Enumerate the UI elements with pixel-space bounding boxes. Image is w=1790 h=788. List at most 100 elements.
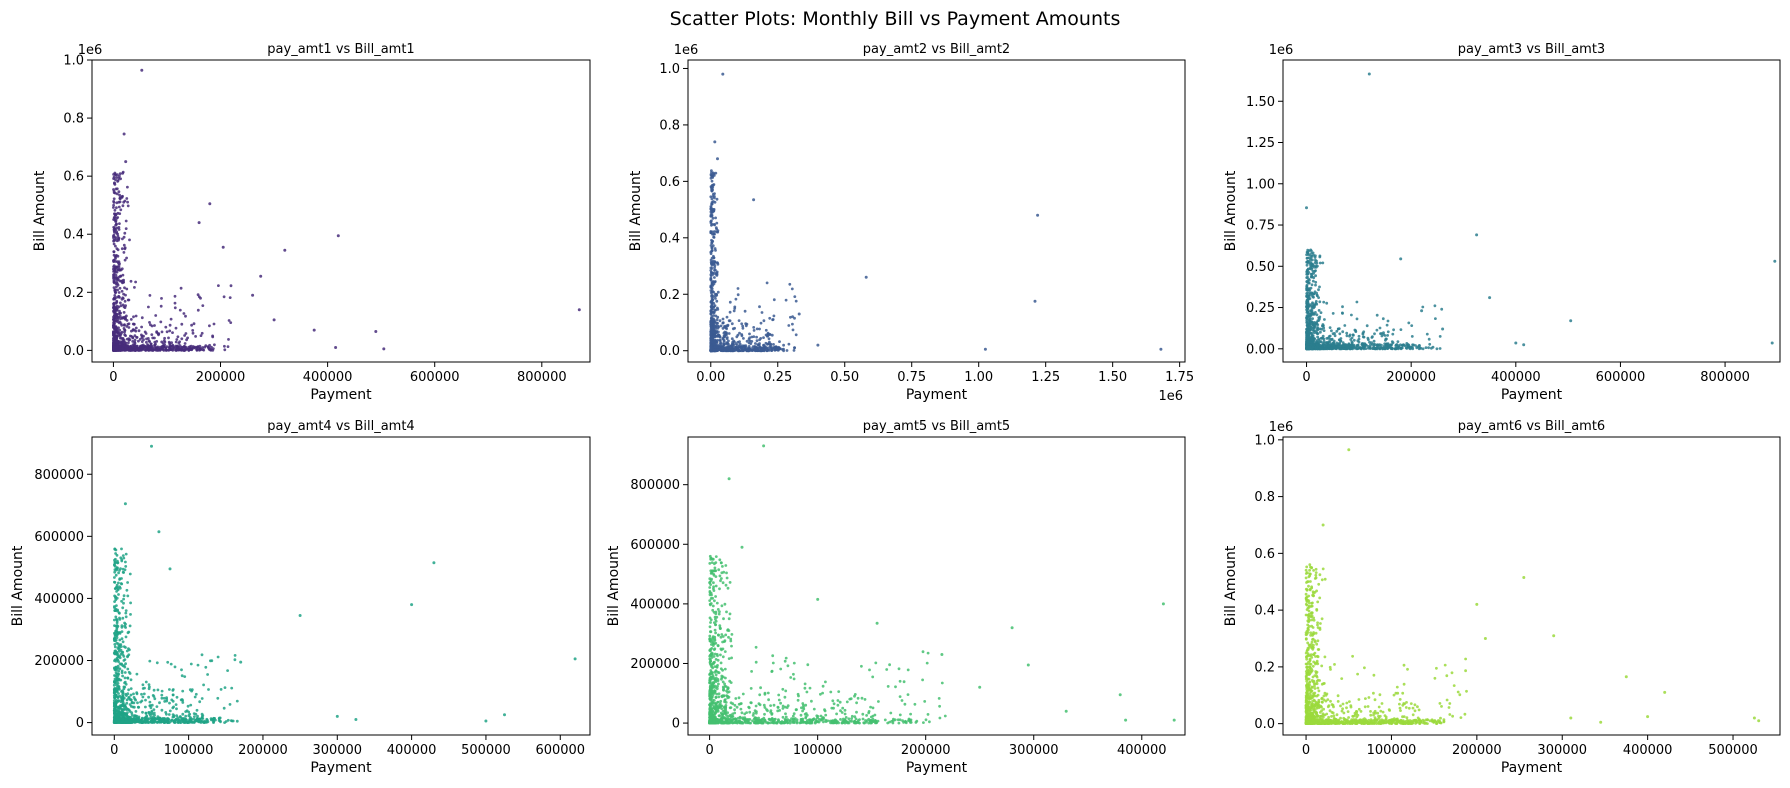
data-point bbox=[144, 698, 147, 702]
data-point bbox=[128, 348, 132, 352]
y-tick-label: 0.8 bbox=[63, 112, 84, 127]
data-point bbox=[738, 342, 742, 346]
data-point bbox=[125, 319, 129, 322]
data-point bbox=[125, 325, 129, 328]
data-point bbox=[160, 340, 164, 344]
data-point bbox=[118, 340, 122, 343]
data-point bbox=[1325, 301, 1329, 305]
data-point bbox=[768, 345, 771, 349]
data-point bbox=[118, 667, 122, 671]
data-point bbox=[1386, 319, 1390, 323]
data-point bbox=[196, 293, 200, 297]
data-point bbox=[1317, 309, 1321, 312]
data-point bbox=[1311, 345, 1315, 349]
data-point bbox=[113, 708, 116, 712]
data-point bbox=[156, 348, 160, 352]
data-point bbox=[118, 654, 121, 658]
data-point bbox=[150, 444, 153, 448]
data-point bbox=[1314, 280, 1318, 284]
data-point bbox=[114, 345, 117, 349]
data-point bbox=[1315, 294, 1319, 298]
data-point bbox=[180, 668, 183, 672]
data-point bbox=[121, 554, 125, 557]
data-point bbox=[940, 681, 944, 685]
data-point bbox=[719, 324, 723, 328]
data-point bbox=[161, 719, 165, 723]
data-point bbox=[229, 321, 233, 324]
data-point bbox=[120, 599, 123, 603]
data-point bbox=[122, 597, 125, 601]
data-point bbox=[711, 295, 715, 298]
data-point bbox=[114, 273, 118, 277]
data-point bbox=[115, 260, 119, 263]
data-point bbox=[117, 295, 120, 299]
data-point bbox=[144, 712, 148, 715]
data-point bbox=[764, 341, 768, 345]
data-point bbox=[1308, 297, 1312, 300]
data-point bbox=[155, 331, 159, 334]
data-point bbox=[1305, 287, 1309, 290]
data-point bbox=[198, 700, 202, 704]
data-point bbox=[1311, 322, 1315, 326]
data-point bbox=[898, 679, 902, 683]
data-point bbox=[118, 345, 122, 348]
data-point bbox=[114, 629, 118, 633]
data-point bbox=[153, 346, 157, 350]
data-point bbox=[159, 304, 163, 308]
data-point bbox=[1307, 340, 1311, 343]
data-point bbox=[1325, 337, 1329, 340]
data-point bbox=[1307, 287, 1311, 290]
data-point bbox=[113, 645, 117, 649]
data-point bbox=[208, 202, 212, 206]
data-point bbox=[713, 345, 717, 349]
data-point bbox=[736, 340, 740, 344]
data-point bbox=[124, 609, 128, 612]
data-point bbox=[805, 690, 809, 694]
data-point bbox=[709, 230, 713, 234]
data-point bbox=[754, 711, 758, 715]
data-point bbox=[120, 195, 124, 199]
data-point bbox=[129, 279, 133, 283]
data-point bbox=[1350, 336, 1354, 340]
data-point bbox=[120, 662, 123, 666]
data-point bbox=[174, 703, 178, 706]
data-point bbox=[1305, 269, 1309, 273]
data-point bbox=[1305, 283, 1309, 287]
data-point bbox=[205, 717, 209, 721]
data-point bbox=[748, 332, 751, 336]
data-point bbox=[181, 712, 185, 716]
data-point bbox=[226, 718, 230, 722]
data-point bbox=[729, 637, 733, 641]
data-point bbox=[1396, 346, 1400, 349]
data-point bbox=[715, 318, 719, 322]
data-point bbox=[1312, 292, 1316, 296]
data-point bbox=[1384, 344, 1388, 348]
data-point bbox=[132, 345, 135, 349]
data-point bbox=[180, 345, 184, 349]
data-point bbox=[715, 270, 719, 274]
data-point bbox=[112, 253, 116, 257]
data-point bbox=[112, 318, 116, 321]
data-point bbox=[1310, 252, 1313, 255]
data-point bbox=[1329, 346, 1333, 350]
data-point bbox=[165, 712, 168, 716]
data-point bbox=[115, 340, 119, 344]
scatter-points bbox=[112, 444, 577, 724]
data-point bbox=[770, 333, 774, 337]
data-point bbox=[113, 635, 117, 639]
data-point bbox=[721, 346, 724, 350]
data-point bbox=[121, 237, 124, 241]
data-point bbox=[190, 323, 194, 327]
data-point bbox=[112, 273, 115, 277]
data-point bbox=[127, 648, 131, 652]
data-point bbox=[137, 349, 141, 352]
data-point bbox=[114, 291, 117, 294]
data-point bbox=[134, 314, 138, 318]
data-point bbox=[1390, 340, 1394, 343]
data-point bbox=[788, 721, 792, 725]
data-point bbox=[1350, 340, 1354, 344]
data-point bbox=[1323, 347, 1327, 350]
data-point bbox=[229, 284, 233, 288]
data-point bbox=[812, 707, 816, 711]
data-point bbox=[739, 707, 743, 711]
